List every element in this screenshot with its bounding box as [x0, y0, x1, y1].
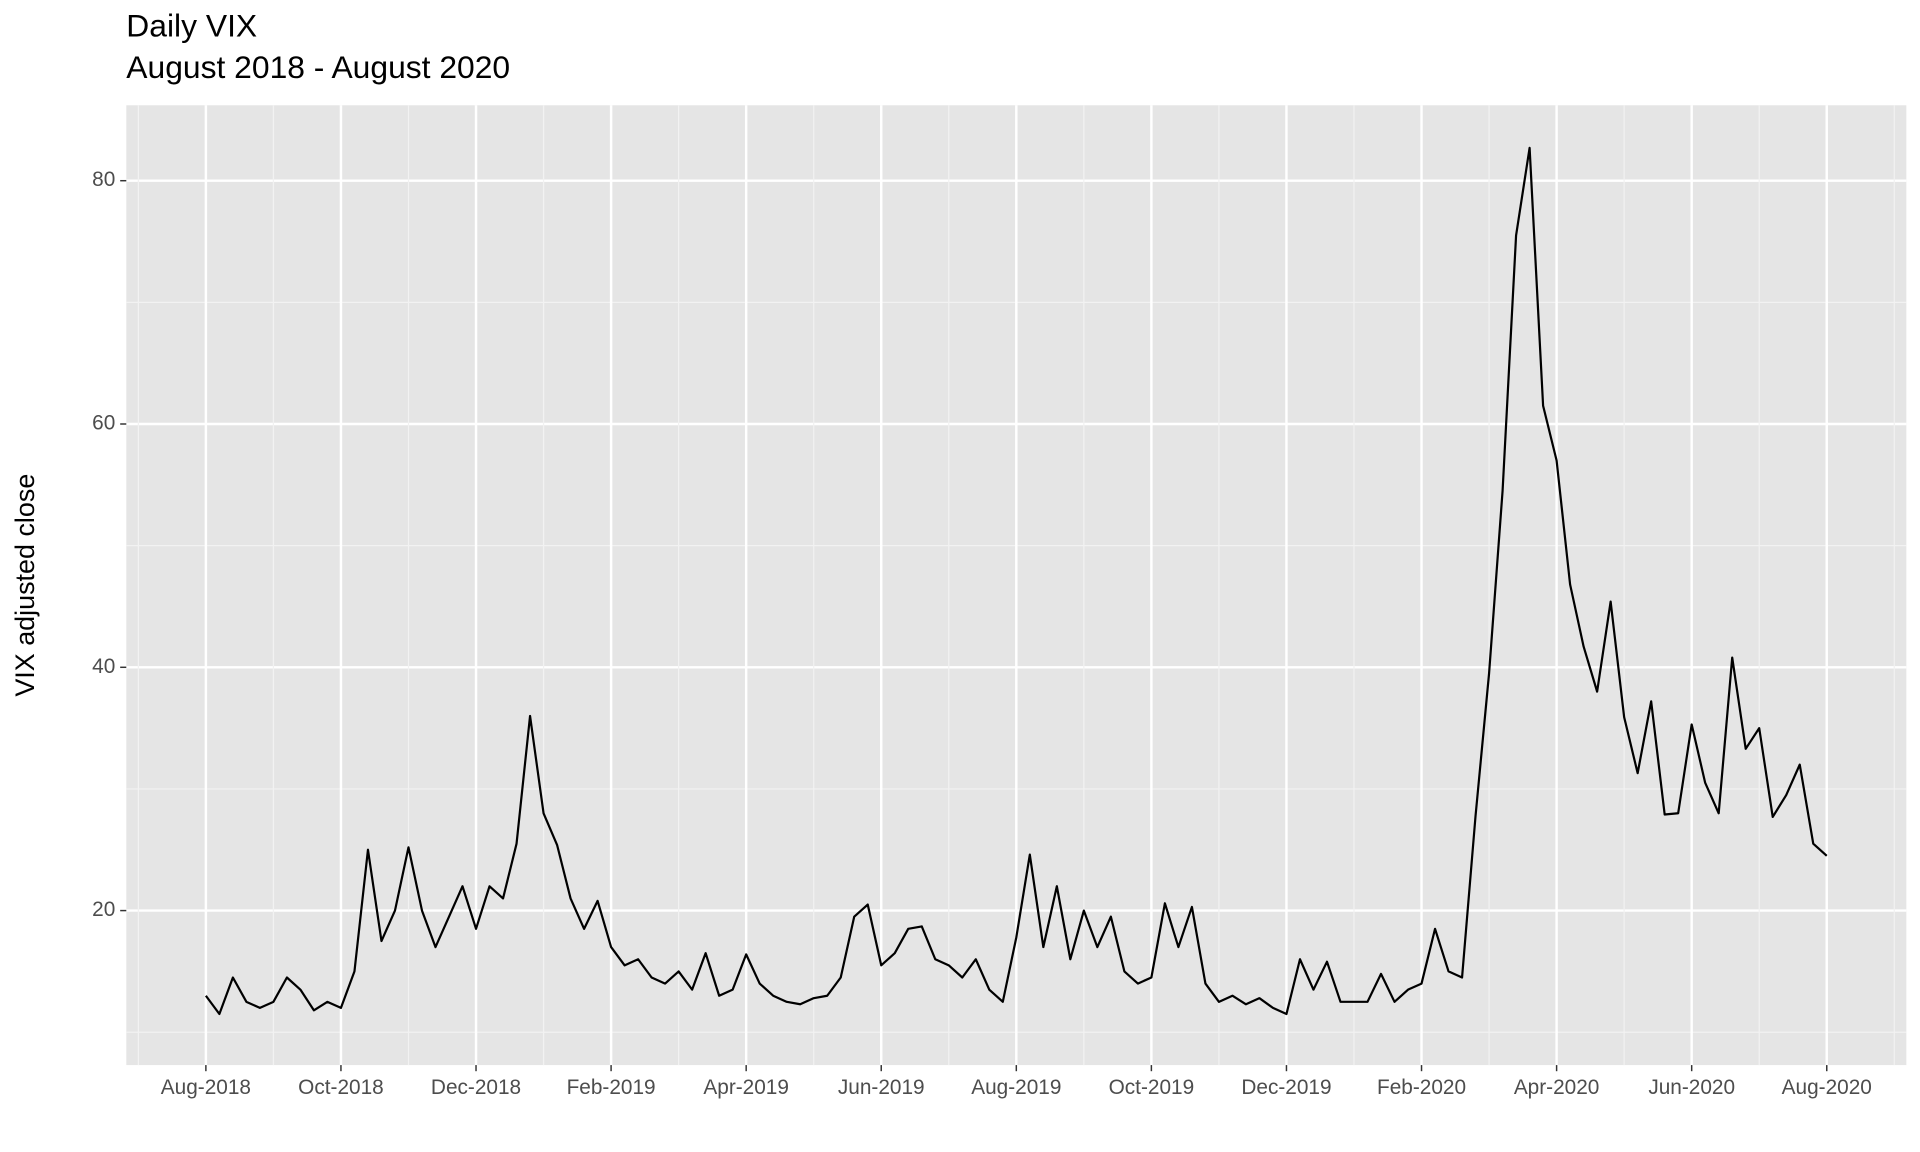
x-tick-label: Aug-2019: [971, 1076, 1061, 1099]
x-tick-label: Jun-2019: [838, 1076, 925, 1099]
x-tick-label: Feb-2019: [567, 1076, 656, 1099]
x-tick-label: Feb-2020: [1377, 1076, 1466, 1099]
x-tick-label: Dec-2019: [1241, 1076, 1331, 1099]
x-tick-label: Apr-2020: [1514, 1076, 1600, 1099]
x-tick-label: Dec-2018: [431, 1076, 521, 1099]
y-tick-label: 20: [92, 898, 115, 921]
grid: [126, 105, 1907, 1066]
y-tick-label: 60: [92, 411, 115, 434]
y-tick-label: 80: [92, 168, 115, 191]
marks: [204, 146, 1828, 1016]
chart-subtitle: August 2018 - August 2020: [126, 49, 510, 85]
x-tick-label: Oct-2019: [1109, 1076, 1195, 1099]
x-tick-label: Jun-2020: [1648, 1076, 1735, 1099]
x-tick-label: Aug-2018: [161, 1076, 251, 1099]
y-tick-label: 40: [92, 655, 115, 678]
line: [204, 146, 1828, 1016]
x-tick-label: Apr-2019: [703, 1076, 789, 1099]
x-tick-label: Oct-2018: [298, 1076, 384, 1099]
chart-title: Daily VIX: [126, 8, 257, 44]
y-axis-label: VIX adjusted close: [10, 474, 40, 697]
x-tick-label: Aug-2020: [1782, 1076, 1872, 1099]
